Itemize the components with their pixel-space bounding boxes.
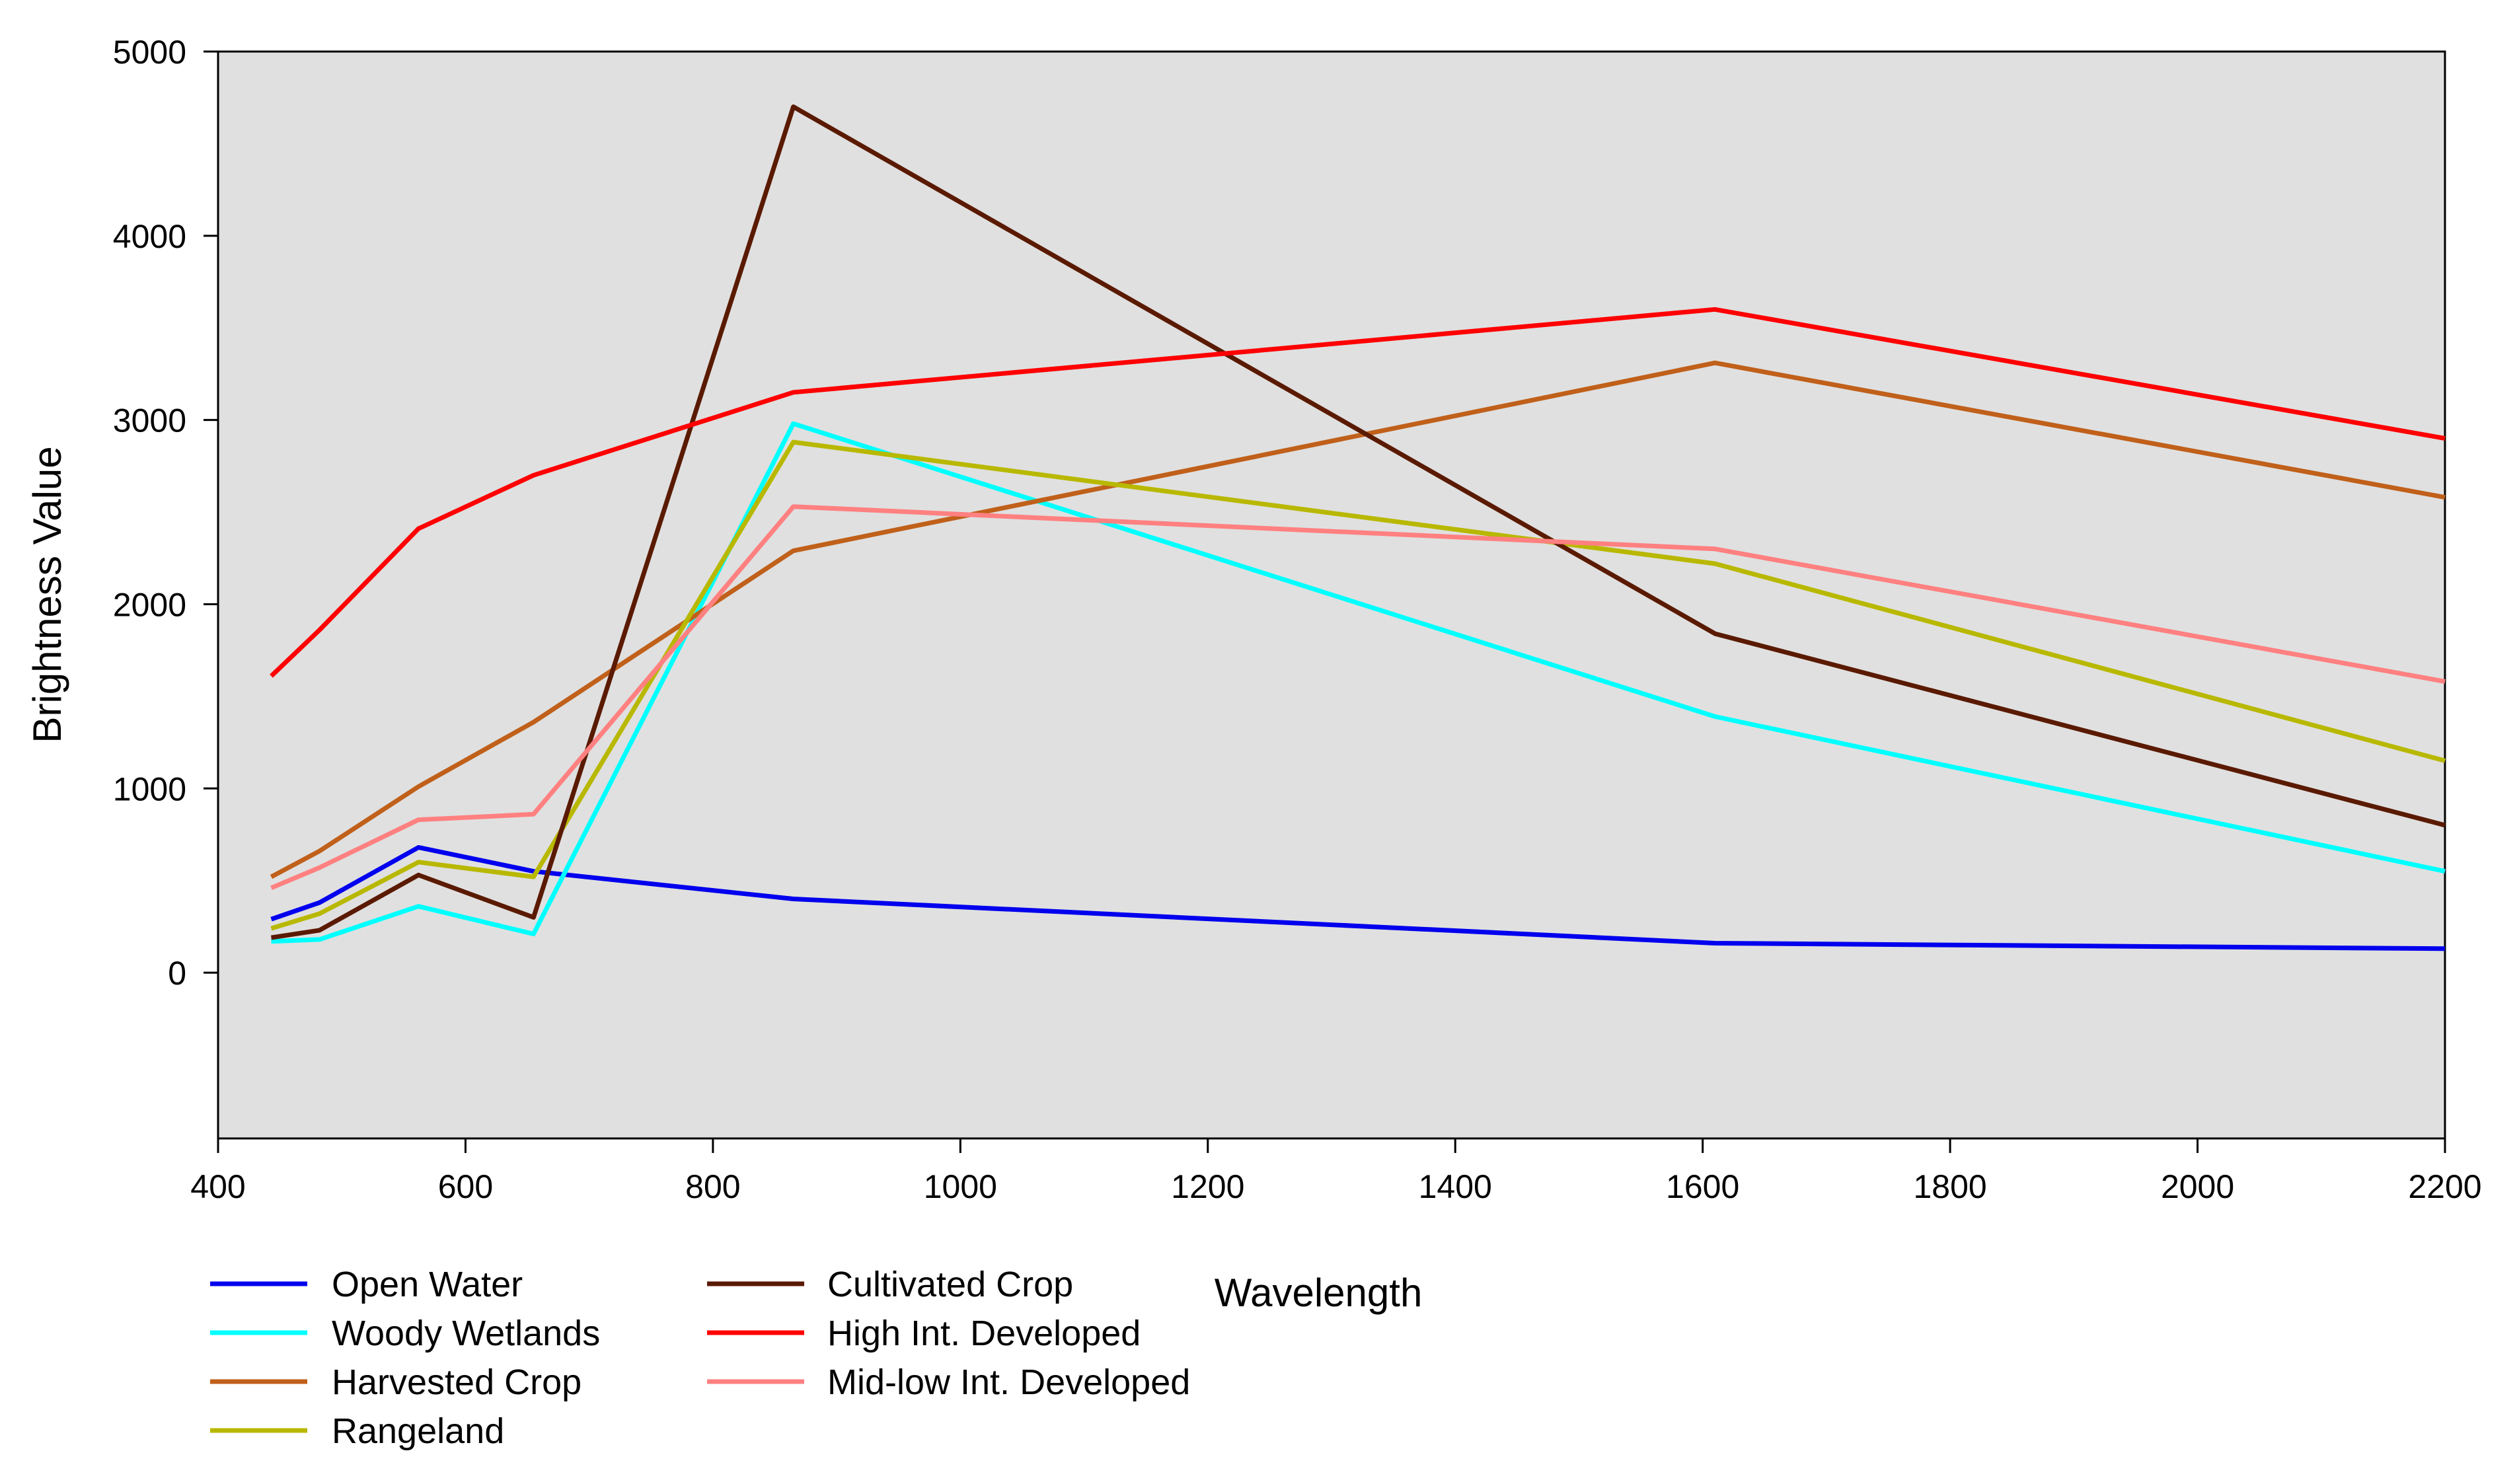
- x-axis-title: Wavelength: [1215, 1271, 1423, 1315]
- series-line-5: [270, 307, 2446, 678]
- legend-item: Mid-low Int. Developed: [707, 1362, 1190, 1402]
- y-tick-label: 0: [168, 955, 186, 992]
- y-tick-label: 5000: [113, 34, 186, 71]
- x-tick-label: 800: [685, 1168, 740, 1205]
- series-line-6: [270, 504, 2446, 891]
- legend-label: Open Water: [332, 1265, 523, 1304]
- x-tick-label: 1200: [1171, 1168, 1244, 1205]
- legend-label: High Int. Developed: [827, 1314, 1141, 1353]
- x-tick-label: 400: [190, 1168, 245, 1205]
- legend-label: Rangeland: [332, 1411, 504, 1451]
- series-line-2: [270, 360, 2446, 879]
- y-tick-label: 2000: [113, 586, 186, 623]
- x-tick-label: 1000: [924, 1168, 997, 1205]
- y-tick-label: 1000: [113, 770, 186, 807]
- x-tick-label: 1800: [1913, 1168, 1986, 1205]
- x-tick-label: 600: [438, 1168, 493, 1205]
- legend-label: Woody Wetlands: [332, 1314, 600, 1353]
- y-tick-label: 3000: [113, 402, 186, 439]
- x-tick-label: 1400: [1419, 1168, 1492, 1205]
- legend-item: High Int. Developed: [707, 1314, 1141, 1353]
- y-tick-label: 4000: [113, 218, 186, 255]
- x-axis: 400 600 800 1000 1200 1400 1600 1800 2000 2200: [190, 1138, 2482, 1205]
- legend-item: Open Water: [210, 1265, 523, 1304]
- y-axis: 0 1000 2000 3000 4000 5000: [113, 34, 218, 992]
- legend-label: Cultivated Crop: [827, 1265, 1073, 1304]
- y-axis-title: Brightness Value: [25, 446, 69, 743]
- legend: Open Water Woody Wetlands Harvested Crop Ra…: [210, 1265, 1190, 1451]
- series-line-4: [270, 104, 2446, 940]
- legend-item: Rangeland: [210, 1411, 504, 1451]
- series-line-1: [271, 421, 2446, 944]
- x-tick-label: 2200: [2408, 1168, 2481, 1205]
- legend-label: Harvested Crop: [332, 1362, 582, 1402]
- series-line-3: [270, 439, 2446, 931]
- legend-item: Harvested Crop: [210, 1362, 582, 1402]
- series-line-0: [270, 845, 2446, 951]
- x-tick-label: 1600: [1666, 1168, 1739, 1205]
- legend-label: Mid-low Int. Developed: [827, 1362, 1190, 1402]
- legend-item: Cultivated Crop: [707, 1265, 1073, 1304]
- legend-item: Woody Wetlands: [210, 1314, 600, 1353]
- series-lines: [270, 104, 2446, 951]
- x-tick-label: 2000: [2161, 1168, 2234, 1205]
